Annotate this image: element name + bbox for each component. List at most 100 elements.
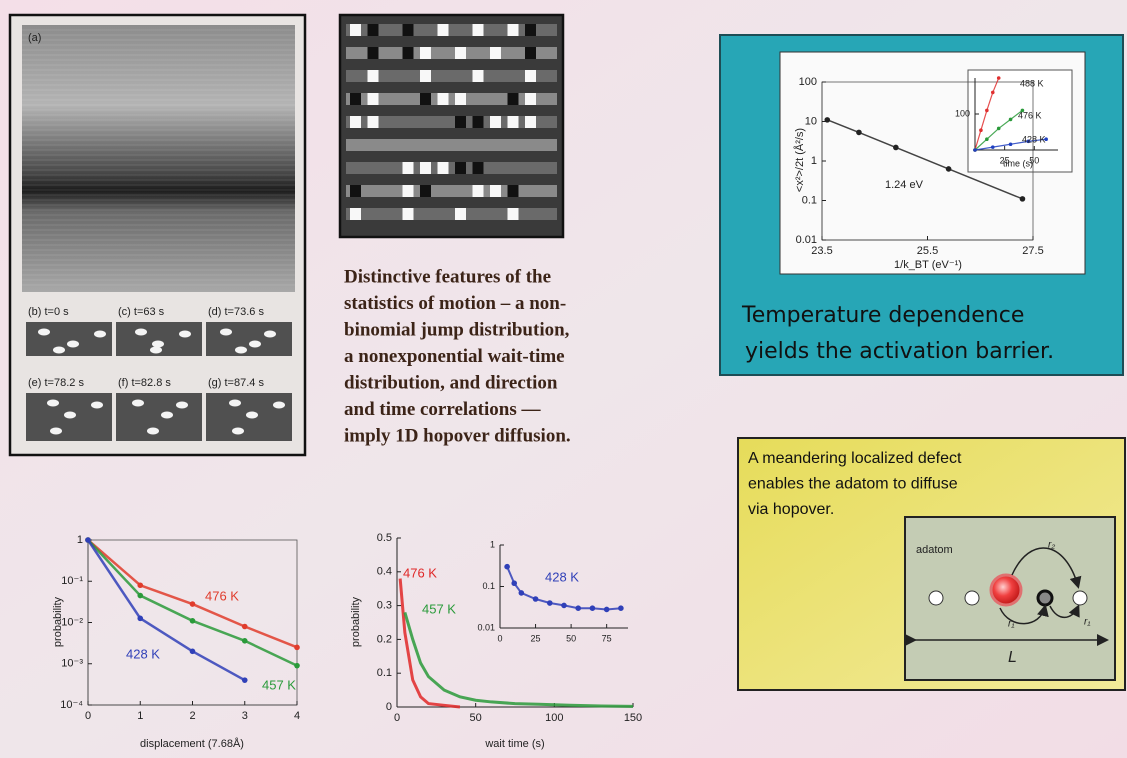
lattice-site [525,24,536,36]
y-tick-label: 0.2 [377,633,392,645]
y-tick-label: 1 [811,155,817,167]
lattice-site [420,70,431,82]
summary-text: Distinctive features of the [344,266,551,287]
y-tick-label: 10⁻³ [61,658,83,670]
data-point [979,128,983,132]
data-point [242,677,248,683]
lattice-site [473,70,484,82]
panel-label: (b) t=0 s [28,306,69,318]
data-point [137,582,143,588]
poster: (a)(b) t=0 s(c) t=63 s(d) t=73.6 s(e) t=… [0,0,1127,758]
lattice-site [508,185,519,197]
y-axis-label: probability [52,596,64,647]
lattice-site [350,116,361,128]
lattice-site [420,93,431,105]
data-point [1020,196,1026,202]
adatom-blob [273,402,285,409]
y-tick-label: 0.3 [377,600,392,612]
lattice-site [350,185,361,197]
data-point [1009,118,1013,122]
data-point [294,663,300,669]
data-point [511,580,517,586]
lattice-site [368,116,379,128]
data-point [533,596,539,602]
y-tick-label: 0.1 [377,667,392,679]
data-point [561,603,567,609]
lattice-row [346,185,557,197]
lattice-site [350,24,361,36]
arrhenius-caption: Temperature dependence [741,303,1024,328]
y-tick-label: 10⁻¹ [61,575,83,587]
data-point [190,601,196,607]
data-point [985,109,989,113]
data-point [618,605,624,611]
x-tick-label: 0 [85,710,91,722]
panel-label: (c) t=63 s [118,306,165,318]
x-axis-label: 1/k_BT (eV⁻¹) [894,259,962,271]
annotation: 1.24 eV [885,179,924,191]
defect-text: via hopover. [748,501,834,518]
x-tick-label: 50 [470,712,482,724]
defect-site [1038,591,1052,605]
adatom-blob [161,412,173,419]
lattice-site [455,116,466,128]
lattice-site [455,93,466,105]
lattice-site [438,24,449,36]
panel-label: (e) t=78.2 s [28,377,84,389]
lattice-site [403,162,414,174]
lattice-site [455,47,466,59]
series-label: 428 K [1022,134,1046,144]
lattice-site [473,116,484,128]
adatom-blob [38,329,50,336]
data-point [856,130,862,136]
x-tick-label: 0 [497,633,502,643]
data-point [575,605,581,611]
frame-image [206,322,292,356]
x-tick-label: 100 [545,712,563,724]
adatom-blob [229,400,241,407]
x-tick-label: 75 [602,633,612,643]
lattice-site [368,24,379,36]
defect-text: A meandering localized defect [748,450,962,467]
y-tick-label: 100 [955,108,970,118]
y-tick-label: 1 [490,539,495,549]
lattice-site [455,162,466,174]
lattice-site [473,24,484,36]
lattice-site [490,116,501,128]
x-tick-label: 50 [566,633,576,643]
data-point [137,616,143,622]
lattice-row [346,162,557,174]
data-point [985,137,989,141]
lattice-row [346,208,557,220]
diagram-label: r₁ [1084,617,1090,628]
series-label: 476 K [403,565,437,580]
y-tick-label: 10 [805,115,817,127]
lattice-site [420,47,431,59]
x-tick-label: 1 [137,710,143,722]
page: { "panel_labels": ["(a)", "(b) t=0 s", "… [0,0,1127,758]
data-point [824,117,830,123]
lattice-site [508,116,519,128]
data-point [547,600,553,606]
adatom-blob [249,341,261,348]
y-tick-label: 0.01 [477,622,495,632]
x-tick-label: 3 [242,710,248,722]
lattice-row [346,139,557,151]
data-point [604,607,610,613]
x-tick-label: 0 [394,712,400,724]
lattice-site [350,93,361,105]
data-point [997,127,1001,131]
adatom-blob [176,402,188,409]
lattice-site [525,47,536,59]
data-point [1009,142,1013,146]
series-label: 457 K [262,677,296,692]
y-tick-label: 0.5 [377,532,392,544]
lattice-site [420,185,431,197]
frame-image [26,322,112,356]
data-point [504,564,510,570]
x-tick-label: 25.5 [917,245,938,257]
defect-text: enables the adatom to diffuse [748,476,958,493]
data-point [190,618,196,624]
y-axis-label: <x²>/2t (Å²/s) [793,128,806,192]
adatom-blob [147,428,159,435]
